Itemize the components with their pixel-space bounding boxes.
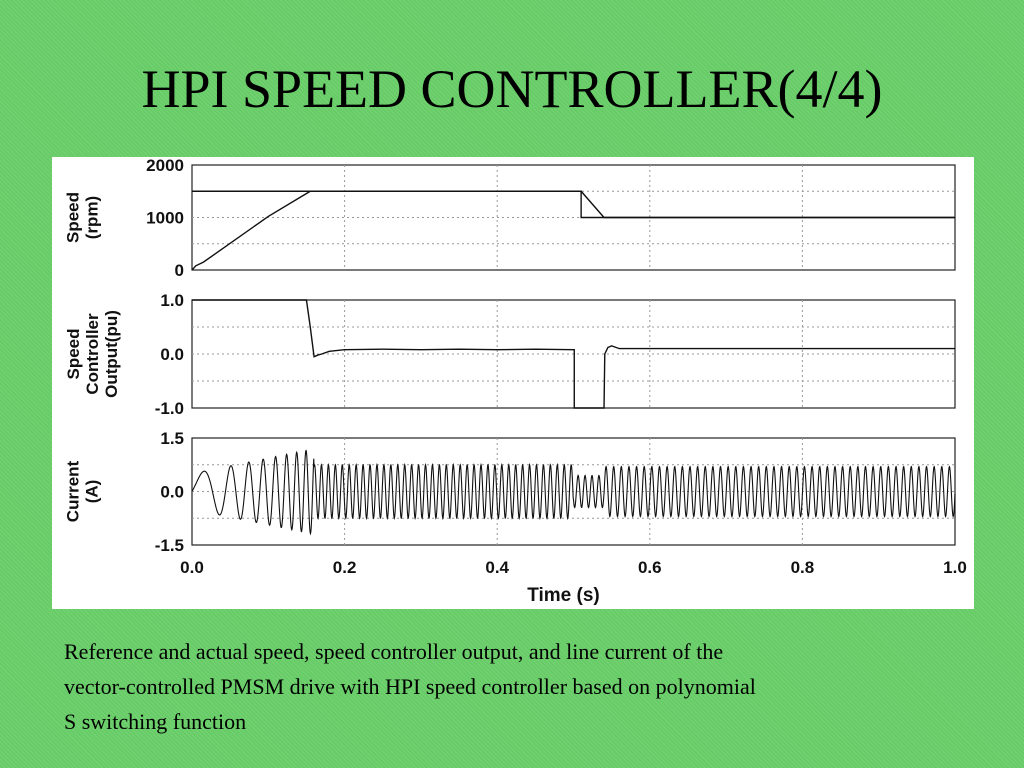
figure-caption: Reference and actual speed, speed contro…: [64, 634, 974, 739]
subplot-2: 1.0 0.0 -1.0 Speed Controller Output(pu): [64, 291, 956, 418]
y-axis-label: (A): [83, 480, 102, 504]
slide-title: HPI SPEED CONTROLLER(4/4): [141, 59, 883, 119]
x-tick-label: 0.0: [180, 558, 204, 577]
y-tick-label: 1.0: [160, 291, 184, 310]
x-tick-label: 0.6: [638, 558, 662, 577]
y-axis-label: Controller: [83, 313, 102, 395]
x-tick-label: 1.0: [943, 558, 967, 577]
x-tick-label: 0.2: [333, 558, 357, 577]
y-tick-label: 0.0: [160, 345, 184, 364]
y-axis-label: Speed: [64, 192, 83, 243]
series-line-1-1: [192, 190, 955, 219]
figure-panel: 2000 1000 0 Speed (rpm) 1.0 0.0 -1.0 Speed Contro…: [52, 157, 974, 609]
series-line-2-1: [192, 299, 955, 409]
caption-line: vector-controlled PMSM drive with HPI sp…: [64, 674, 756, 699]
caption-line: Reference and actual speed, speed contro…: [64, 639, 724, 664]
y-tick-label: -1.5: [155, 536, 184, 555]
y-axis-label: Output(pu): [102, 310, 121, 398]
y-tick-label: 2000: [146, 157, 184, 175]
caption-line: S switching function: [64, 709, 247, 734]
series-line-1-2: [191, 190, 955, 271]
y-tick-label: 1000: [146, 209, 184, 228]
series-line-3-1: [191, 449, 956, 536]
subplot-1: 2000 1000 0 Speed (rpm): [64, 157, 956, 280]
subplot-3: 1.5 0.0 -1.5 Current (A): [64, 429, 956, 555]
x-axis-label: Time (s): [527, 585, 600, 606]
x-tick-label: 0.4: [485, 558, 509, 577]
y-axis-label: (rpm): [83, 196, 102, 239]
y-tick-label: 0: [175, 261, 184, 280]
y-axis-label: Current: [64, 460, 83, 522]
y-tick-label: 1.5: [160, 429, 184, 448]
y-tick-label: 0.0: [160, 483, 184, 502]
y-tick-label: -1.0: [155, 399, 184, 418]
y-axis-label: Speed: [64, 328, 83, 379]
x-tick-label: 0.8: [791, 558, 815, 577]
